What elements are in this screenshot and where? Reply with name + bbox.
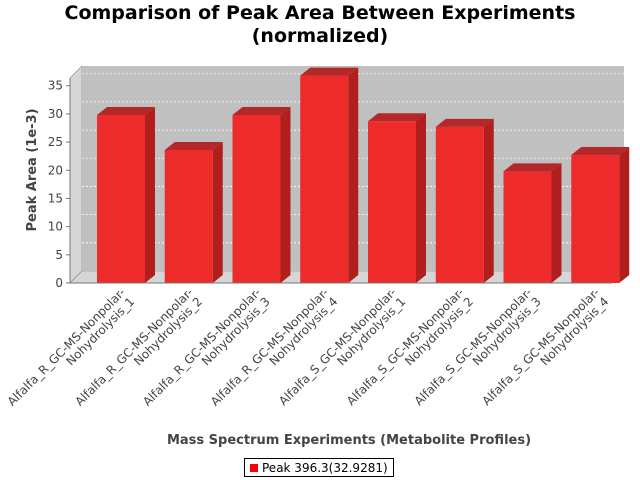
bar-top [435, 118, 494, 127]
x-tick-label: Alfalfa_S_GC-MS-Nonpolar-Nohydrolysis_2 [344, 285, 476, 417]
y-axis-title: Peak Area (1e-3) [25, 108, 40, 231]
bar-front [503, 171, 552, 283]
bar-side [551, 163, 562, 283]
x-axis-title: Mass Spectrum Experiments (Metabolite Pr… [167, 433, 531, 448]
chart-title-line-1: Comparison of Peak Area Between Experime… [64, 2, 576, 24]
bar-side [348, 67, 359, 283]
legend-swatch [250, 463, 258, 472]
bar-side [619, 147, 630, 283]
y-tick-label: 35 [48, 79, 63, 93]
y-tick-label: 25 [48, 135, 63, 149]
bar [503, 163, 562, 283]
y-tick-label: 10 [48, 220, 63, 234]
bar-front [97, 115, 145, 283]
y-tick-label: 0 [55, 276, 63, 290]
bar-front [435, 126, 484, 283]
legend-label: Peak 396.3(32.9281) [262, 460, 388, 475]
chart-title: Comparison of Peak Area Between Experime… [0, 2, 640, 48]
bar [232, 107, 291, 283]
x-tick-label: Alfalfa_R_GC-MS-Nonpolar-Nohydrolysis_4 [208, 285, 341, 418]
bar [164, 141, 223, 283]
y-tick-label: 5 [55, 248, 63, 262]
y-tick-label: 20 [48, 163, 63, 177]
x-tick-label: Alfalfa_R_GC-MS-Nonpolar-Nohydrolysis_3 [140, 285, 273, 418]
bar-top [300, 67, 359, 76]
bar-top [232, 107, 291, 116]
x-tick-label: Alfalfa_S_GC-MS-Nonpolar-Nohydrolysis_3 [412, 285, 544, 417]
x-tick-label: Alfalfa_S_GC-MS-Nonpolar-Nohydrolysis_4 [479, 285, 611, 417]
x-tick-label: Alfalfa_R_GC-MS-Nonpolar-Nohydrolysis_2 [72, 285, 205, 418]
bar-front [232, 115, 281, 283]
bar [300, 67, 359, 283]
bar [97, 107, 155, 283]
bar-side [280, 107, 291, 283]
x-tick-label: Alfalfa_S_GC-MS-Nonpolar-Nohydrolysis_1 [276, 285, 408, 417]
y-axis: 0 5 10 15 20 25 30 35 [48, 78, 71, 290]
x-axis: Alfalfa_R_GC-MS-Nonpolar-Nohydrolysis_1A… [5, 282, 612, 418]
plot-left-wall [69, 65, 83, 284]
bars [97, 67, 630, 284]
bar-top [97, 107, 155, 116]
bar [368, 113, 426, 284]
bar-top [571, 147, 630, 156]
legend: Peak 396.3(32.9281) [244, 458, 394, 477]
bar-side [145, 107, 155, 283]
bar-front [164, 149, 213, 283]
bar [571, 147, 630, 283]
chart-title-line-2: (normalized) [251, 25, 389, 47]
bar-side [483, 118, 494, 283]
bar-top [503, 163, 562, 172]
y-tick-label: 30 [48, 107, 63, 121]
bar-side [212, 141, 223, 283]
y-tick-label: 15 [48, 191, 63, 205]
bar-top [368, 113, 426, 122]
x-tick-label-line: Alfalfa_R_GC-MS-Nonpolar- [5, 285, 129, 409]
bar-top [164, 141, 223, 150]
bar-side [416, 113, 426, 284]
bar-front [571, 155, 620, 283]
bar [435, 118, 494, 283]
x-tick-label: Alfalfa_R_GC-MS-Nonpolar-Nohydrolysis_1 [5, 285, 138, 418]
bar-front [300, 75, 349, 283]
bar-front [368, 121, 416, 284]
